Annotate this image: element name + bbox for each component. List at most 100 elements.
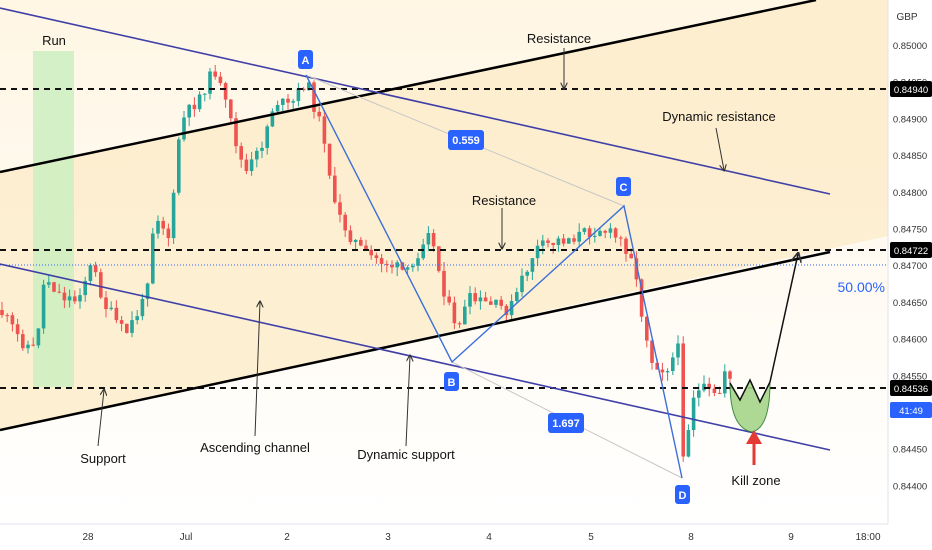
x-tick-label: 5	[588, 532, 594, 543]
candle-body	[322, 116, 327, 144]
candle-body	[405, 267, 410, 270]
candle-body	[478, 297, 483, 302]
candle-body	[57, 291, 61, 293]
candle-body	[151, 233, 155, 284]
kill-zone-arrow-head	[746, 430, 762, 444]
candle-body	[483, 297, 488, 302]
ratio-ac-box	[448, 130, 484, 150]
candle-body	[125, 323, 129, 333]
candle-body	[114, 307, 119, 321]
point-d-box	[675, 485, 690, 504]
annotation-dynamic-resistance: Dynamic resistance	[662, 109, 775, 124]
ratio-bd-box	[548, 413, 584, 433]
candles-group	[0, 64, 732, 462]
candle-body	[421, 244, 425, 259]
candle-body	[353, 239, 358, 242]
candle-body	[130, 320, 134, 333]
candle-body	[447, 296, 451, 303]
candle-body	[5, 315, 9, 317]
candle-body	[468, 293, 472, 307]
candle-body	[494, 299, 498, 305]
candle-body	[650, 340, 654, 363]
candle-body	[587, 228, 592, 237]
candle-body	[416, 258, 420, 266]
price-tag-support: 0.84536	[894, 384, 928, 395]
candle-body	[624, 238, 628, 254]
candle-body	[78, 295, 82, 302]
x-tick-label: 9	[788, 532, 794, 543]
ratio-bd-label: 1.697	[552, 418, 580, 430]
candle-body	[655, 362, 659, 370]
candle-body	[712, 388, 717, 393]
candle-body	[697, 390, 701, 398]
y-tick-label: 0.84850	[893, 151, 927, 162]
candle-body	[145, 283, 150, 299]
candle-body	[88, 265, 93, 281]
candle-body	[598, 230, 602, 236]
candle-body	[582, 228, 587, 232]
x-tick-label: 2	[284, 532, 290, 543]
candle-body	[686, 430, 691, 457]
candle-body	[707, 383, 711, 389]
candle-body	[67, 296, 72, 301]
point-d-label: D	[679, 490, 687, 502]
ascending-channel-fill	[0, 0, 888, 430]
point-a-label: A	[302, 55, 310, 67]
candle-body	[525, 271, 529, 276]
candle-body	[0, 310, 4, 316]
candle-body	[645, 316, 649, 341]
annotation-ascending-channel: Ascending channel	[200, 440, 310, 455]
candle-body	[385, 263, 389, 265]
candle-body	[291, 101, 295, 103]
candle-body	[140, 298, 145, 317]
candle-body	[83, 280, 87, 296]
candle-body	[530, 258, 535, 272]
annotation-dynamic-support: Dynamic support	[357, 447, 455, 462]
candle-body	[390, 264, 394, 268]
candle-body	[338, 202, 342, 215]
candle-body	[572, 238, 576, 242]
price-tag-mid: 0.84722	[894, 246, 928, 257]
candle-body	[177, 139, 181, 193]
x-tick-label: 4	[486, 532, 492, 543]
fib-50-label: 50.00%	[838, 279, 885, 295]
y-tick-label: 0.84700	[893, 261, 927, 272]
point-c-label: C	[620, 182, 628, 194]
dynamic-support-pointer	[405, 356, 410, 447]
candle-body	[223, 83, 228, 100]
candle-body	[161, 220, 165, 229]
candle-body	[452, 302, 457, 324]
candle-body	[104, 297, 108, 310]
candle-body	[62, 292, 67, 301]
candle-body	[723, 371, 727, 394]
annotation-support: Support	[80, 451, 126, 466]
price-tag-resistance-bg	[890, 81, 932, 97]
y-tick-label: 0.84800	[893, 188, 927, 199]
time-axis[interactable]	[0, 524, 888, 550]
point-a-box	[298, 50, 313, 69]
candle-body	[577, 231, 581, 242]
candle-body	[187, 104, 191, 118]
candle-body	[41, 284, 46, 329]
candle-body	[171, 192, 176, 239]
candle-body	[728, 371, 732, 379]
y-tick-label: 0.84550	[893, 371, 927, 382]
x-tick-label: 8	[688, 532, 694, 543]
candle-body	[411, 265, 415, 268]
ascending-channel-pointer	[254, 302, 260, 437]
candle-body	[281, 98, 285, 105]
candle-body	[109, 307, 113, 310]
candle-body	[47, 282, 51, 285]
candle-body	[665, 371, 670, 373]
candle-body	[270, 111, 275, 127]
candle-body	[244, 159, 249, 172]
y-tick-label: 0.84750	[893, 225, 927, 236]
candle-body	[286, 98, 290, 103]
annotation-run: Run	[42, 33, 66, 48]
candle-body	[260, 147, 264, 151]
candle-body	[499, 299, 503, 306]
x-tick-label: 3	[385, 532, 391, 543]
candle-body	[73, 296, 77, 302]
candle-body	[203, 93, 207, 95]
y-tick-label: 0.84650	[893, 298, 927, 309]
